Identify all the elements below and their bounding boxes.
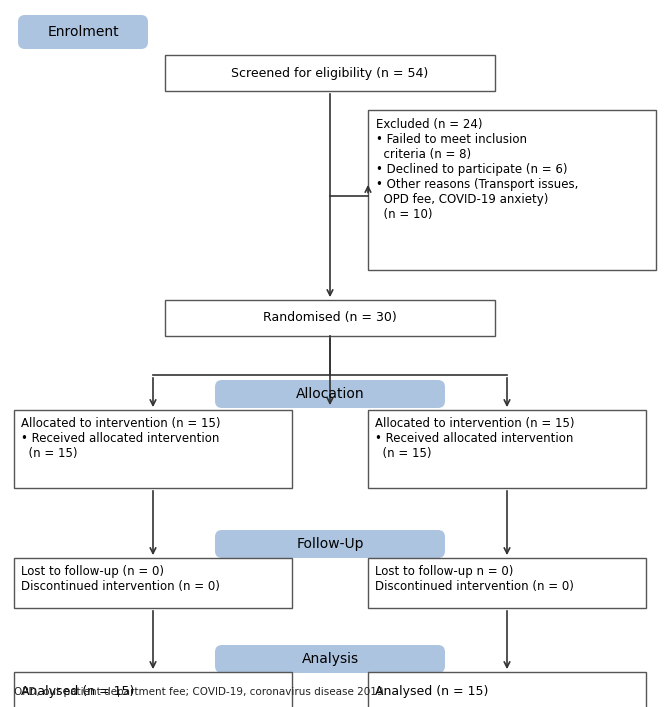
Text: Lost to follow-up n = 0)
Discontinued intervention (n = 0): Lost to follow-up n = 0) Discontinued in… <box>375 565 574 593</box>
FancyBboxPatch shape <box>215 530 445 558</box>
Bar <box>368 558 646 608</box>
Text: OPD, out patient department fee; COVID-19, coronavirus disease 2019.: OPD, out patient department fee; COVID-1… <box>14 687 387 697</box>
FancyBboxPatch shape <box>18 15 148 49</box>
Text: Follow-Up: Follow-Up <box>296 537 364 551</box>
Text: Randomised (n = 30): Randomised (n = 30) <box>263 312 397 325</box>
Text: Screened for eligibility (n = 54): Screened for eligibility (n = 54) <box>231 66 429 79</box>
Bar <box>368 410 646 488</box>
Bar <box>165 55 495 91</box>
Text: Excluded (n = 24)
• Failed to meet inclusion
  criteria (n = 8)
• Declined to pa: Excluded (n = 24) • Failed to meet inclu… <box>376 118 578 221</box>
Bar <box>368 672 646 707</box>
Text: Allocation: Allocation <box>295 387 364 401</box>
Text: Analysed (n = 15): Analysed (n = 15) <box>21 686 135 699</box>
Bar <box>165 300 495 336</box>
Text: Allocated to intervention (n = 15)
• Received allocated intervention
  (n = 15): Allocated to intervention (n = 15) • Rec… <box>21 417 220 460</box>
Text: Analysis: Analysis <box>302 652 358 666</box>
Text: Allocated to intervention (n = 15)
• Received allocated intervention
  (n = 15): Allocated to intervention (n = 15) • Rec… <box>375 417 574 460</box>
Bar <box>14 672 292 707</box>
Text: Enrolment: Enrolment <box>47 25 119 39</box>
FancyBboxPatch shape <box>215 380 445 408</box>
Bar <box>368 110 656 270</box>
Bar <box>14 558 292 608</box>
Bar <box>14 410 292 488</box>
Text: Lost to follow-up (n = 0)
Discontinued intervention (n = 0): Lost to follow-up (n = 0) Discontinued i… <box>21 565 220 593</box>
FancyBboxPatch shape <box>215 645 445 673</box>
Text: Analysed (n = 15): Analysed (n = 15) <box>375 686 488 699</box>
